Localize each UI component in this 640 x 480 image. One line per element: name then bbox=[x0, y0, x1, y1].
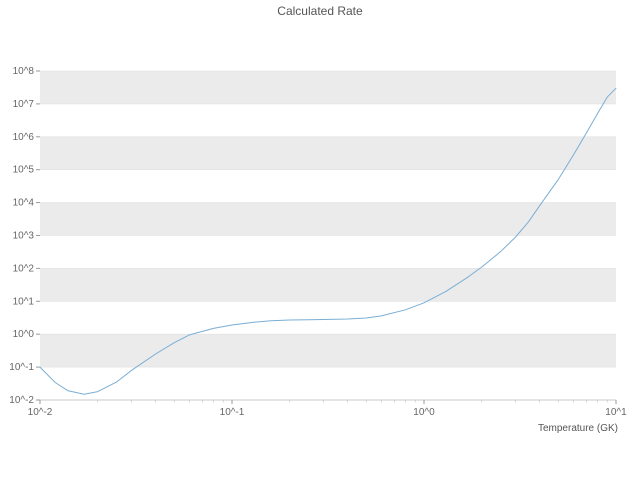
x-tick-label: 10^1 bbox=[605, 407, 627, 418]
y-tick-label: 10^6 bbox=[13, 132, 35, 143]
rate-line bbox=[39, 87, 617, 395]
background-band bbox=[40, 71, 616, 104]
x-axis-title: Temperature (GK) bbox=[538, 423, 618, 434]
x-tick-label: 10^-2 bbox=[28, 407, 53, 418]
y-tick-label: 10^2 bbox=[13, 263, 35, 274]
y-tick-label: 10^-2 bbox=[9, 395, 34, 406]
chart-title: Calculated Rate bbox=[277, 4, 363, 18]
y-tick-label: 10^5 bbox=[13, 165, 35, 176]
y-tick-label: 10^3 bbox=[13, 231, 35, 242]
x-tick-label: 10^-1 bbox=[220, 407, 245, 418]
y-tick-label: 10^8 bbox=[13, 66, 35, 77]
x-tick-label: 10^0 bbox=[413, 407, 435, 418]
background-band bbox=[40, 268, 616, 302]
background-band bbox=[40, 334, 616, 368]
y-tick-label: 10^0 bbox=[13, 329, 35, 340]
y-tick-label: 10^7 bbox=[13, 99, 35, 110]
background-band bbox=[40, 136, 616, 170]
y-tick-label: 10^1 bbox=[13, 296, 35, 307]
y-tick-label: 10^-1 bbox=[9, 362, 34, 373]
background-band bbox=[40, 202, 616, 236]
y-tick-label: 10^4 bbox=[13, 198, 35, 209]
